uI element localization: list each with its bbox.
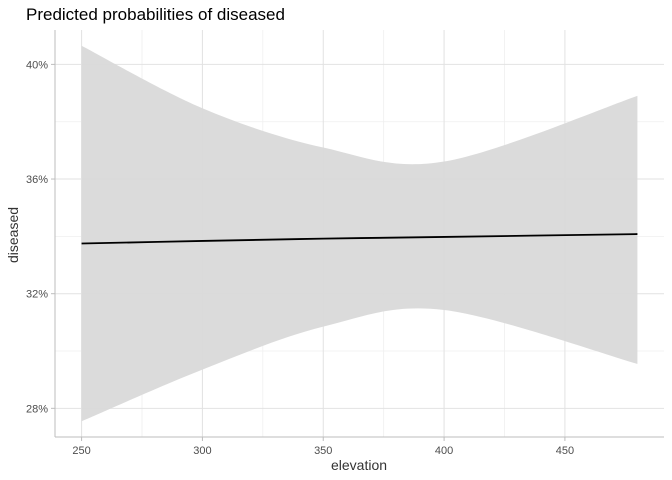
chart-title: Predicted probabilities of diseased	[26, 5, 285, 24]
x-tick-label: 250	[72, 445, 90, 457]
y-tick-label: 36%	[26, 174, 48, 186]
x-tick-label: 450	[556, 445, 574, 457]
y-tick-label: 28%	[26, 403, 48, 415]
prediction-line	[81, 233, 638, 245]
x-tick-label: 350	[314, 445, 332, 457]
x-tick-labels: 250 300 350 400 450	[72, 445, 574, 457]
x-axis-title: elevation	[331, 457, 387, 473]
y-tick-label: 32%	[26, 289, 48, 301]
x-tick-label: 300	[193, 445, 211, 457]
y-tick-label: 40%	[26, 59, 48, 71]
y-axis-title: diseased	[5, 207, 21, 263]
y-tick-labels: 28% 32% 36% 40%	[26, 59, 48, 415]
confidence-band	[81, 45, 638, 422]
axis-layer	[51, 30, 664, 441]
x-tick-label: 400	[435, 445, 453, 457]
